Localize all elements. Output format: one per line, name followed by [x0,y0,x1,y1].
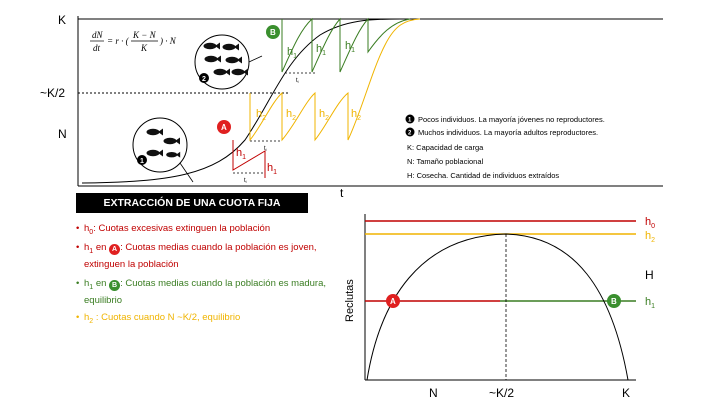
n-label: N [58,127,67,141]
bullet-h1-a: • h1 en A: Cuotas medias cuando la pobla… [76,242,317,270]
legend-item-1: Pocos individuos. La mayoría jóvenes no … [418,115,605,124]
svg-text:h1: h1 [287,46,297,60]
k-half-label: ~K/2 [40,86,65,100]
h-axis-label: H [645,268,654,282]
h0-line-label: h0 [645,216,655,230]
svg-text:h2: h2 [286,108,296,122]
marker-a-top-text: A [221,123,227,132]
reclutas-label: Reclutas [344,279,356,322]
marker-b-top [266,25,280,39]
marker-a-top [217,120,231,134]
bullet-h1-b: • h1 en B: Cuotas medias cuando la pobla… [76,278,327,306]
t-label: t [340,186,344,200]
recruitment-curve [366,233,629,381]
marker-b-inline: B [109,280,121,291]
svg-text:ti: ti [244,178,247,184]
svg-text:2: 2 [408,131,412,137]
marker-a-inline: A [109,244,121,255]
svg-text:) · N: ) · N [159,36,177,46]
svg-text:h1: h1 [345,40,355,54]
legend-n: N: Tamaño poblacional [407,157,483,166]
quota-section-title: EXTRACCIÓN DE UNA CUOTA FIJA [76,193,308,213]
logistic-growth-curve [81,18,401,184]
harvest-h1-young: h1 h1 ti [232,140,277,184]
bullet-h2-text: : Cuotas cuando N ~K/2, equilibrio [93,312,241,323]
svg-text:K: K [140,43,148,53]
logistic-equation: dN dt = r · ( K − N K ) · N [90,30,177,53]
svg-text:h2: h2 [256,108,266,122]
svg-text:h2: h2 [319,108,329,122]
marker-a-bottom-text: A [390,297,396,306]
harvest-h1-mature: h1 h1 h1 ti [281,17,411,84]
marker-1-text: 1 [140,158,144,165]
x-tick-n: N [429,386,438,400]
marker-2-text: 2 [202,76,206,83]
marker-b-bottom [607,294,621,308]
marker-b-top-text: B [270,28,276,37]
fish-bubble-many: 2 [194,34,263,90]
bullet-h1-b-text: : Cuotas medias cuando la población es m… [84,278,327,306]
svg-text:h1: h1 [316,43,326,57]
top-chart: K ~K/2 N t dN dt = r · ( K − N K ) · N [40,13,663,200]
marker-b-bottom-text: B [611,297,617,306]
svg-text:dt: dt [93,43,101,53]
x-tick-k-half: ~K/2 [489,386,514,400]
fish-bubble-few: 1 [132,117,194,183]
svg-text:ti: ti [264,146,267,152]
bullet-h1-a-text: : Cuotas medias cuando la población es j… [84,242,317,270]
k-label: K [58,13,66,27]
svg-text:h1: h1 [267,162,277,176]
svg-text:K − N: K − N [132,30,157,40]
legend-h: H: Cosecha. Cantidad de individuos extra… [407,171,559,180]
svg-text:= r · (: = r · ( [107,36,130,46]
bullet-h0: • h0: Cuotas excesivas extinguen la pobl… [76,223,271,236]
marker-2 [199,73,209,83]
top-legend: 1 Pocos individuos. La mayoría jóvenes n… [405,114,605,180]
bullet-h2: • h2 : Cuotas cuando N ~K/2, equilibrio [76,312,241,325]
legend-item-2: Muchos individuos. La mayoría adultos re… [418,128,598,137]
bullet-h0-text: : Cuotas excesivas extinguen la població… [93,223,271,234]
svg-text:1: 1 [408,118,412,124]
svg-text:dN: dN [92,30,104,40]
h1-line-label: h1 [645,296,655,310]
legend-k: K: Capacidad de carga [407,143,484,152]
harvest-h2-sawtooth: h2 h2 h2 h2 ti [249,18,421,152]
marker-a-bottom [386,294,400,308]
marker-1 [137,155,147,165]
bottom-chart: A B Reclutas N ~K/2 K h0 h2 H h1 [344,214,655,400]
h2-line-label: h2 [645,230,655,244]
svg-text:h2: h2 [351,108,361,122]
svg-text:ti: ti [296,78,299,84]
svg-text:h1: h1 [236,147,246,161]
x-tick-k: K [622,386,630,400]
